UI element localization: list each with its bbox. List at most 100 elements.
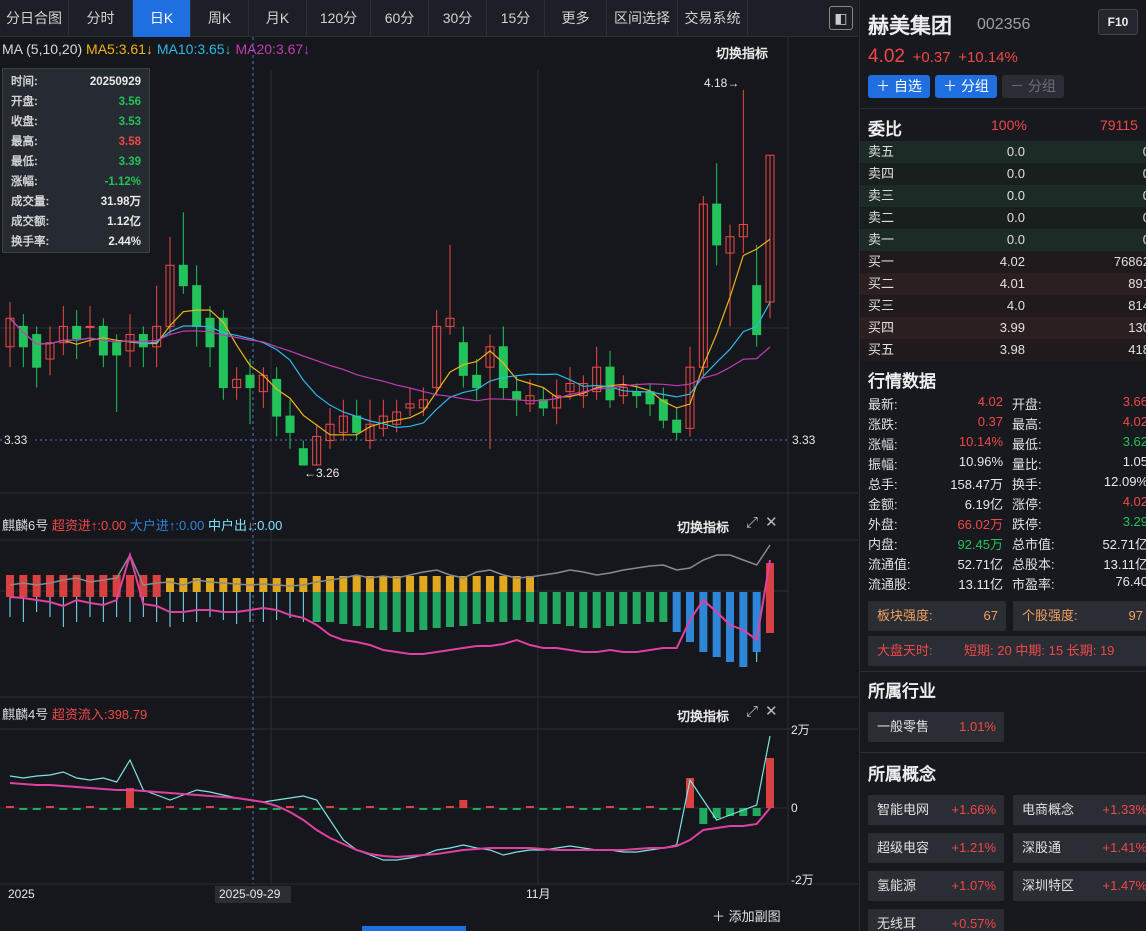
market-key: 总手: [868,477,898,492]
add-favorite-button[interactable]: ＋ 自选 [868,75,930,98]
flow-bar [99,808,108,810]
x-axis-label: 2025-09-29 [219,887,281,901]
tab-2[interactable]: 日K [133,0,191,37]
panel2-switch-indicator-button[interactable]: 切换指标 [677,709,730,724]
large-in-bar [419,576,428,592]
large-in-bar [366,576,374,592]
x-axis-highlight [215,886,291,903]
tab-9[interactable]: 更多 [545,0,607,37]
candle-body [672,419,682,433]
super-in-bar [59,575,68,597]
super-out-bar [459,592,468,626]
mid-term-value: 15 [1048,643,1064,658]
collapse-panel-button[interactable]: ◧ [829,6,853,30]
super-out-bar [419,592,428,630]
outflow-bar [699,808,708,824]
tab-1[interactable]: 分时 [69,0,133,37]
orderbook-price: 4.02 [999,254,1025,269]
tab-6[interactable]: 60分 [371,0,429,37]
candle-body [85,325,95,328]
concept-tag[interactable]: 无线耳 +0.57% [868,909,1004,931]
tooltip-row: 收盘: 3.53 [3,112,149,132]
concept-tag[interactable]: 深股通 +1.41% [1013,833,1146,863]
concept-tag[interactable]: 超级电容 +1.21% [868,833,1004,863]
industry-tag[interactable]: 一般零售 1.01% [868,712,1004,742]
market-key: 流通股: [868,577,911,592]
flow-bar [406,806,414,808]
panel1-close-icon[interactable]: ✕ [765,514,778,531]
panel1-expand-icon[interactable]: ⤢ [746,514,759,531]
super-in-bar [126,575,134,597]
tab-5[interactable]: 120分 [307,0,371,37]
orderbook-level: 卖五 [868,144,895,159]
panel1-name: 麒麟6号 [2,518,49,533]
orderbook-volume: 418 [1128,342,1146,357]
plus-icon: ＋ [943,78,958,94]
flow-bar [326,806,334,808]
market-key: 最新: [868,397,898,412]
tooltip-value: 3.56 [118,96,141,108]
tab-0[interactable]: 分日合图 [0,0,69,37]
tab-7[interactable]: 30分 [429,0,487,37]
market-value: 4.02 [1122,414,1146,429]
concept-name: 电商概念 [1022,802,1075,817]
ma20-line [9,317,771,402]
concept-tag[interactable]: 氢能源 +1.07% [868,871,1004,901]
stock-strength: 个股强度: 97 [1013,601,1146,631]
f10-button[interactable]: F10 [1098,9,1138,35]
sector-strength-value: 67 [983,608,998,623]
group-button[interactable]: ＋ 分组 [935,75,997,98]
concept-tag[interactable]: 电商概念 +1.33% [1013,795,1146,825]
tab-10[interactable]: 区间选择 [607,0,678,37]
flow-bar [499,808,508,810]
tab-3[interactable]: 周K [191,0,249,37]
orderbook-price: 0.0 [1006,166,1025,181]
orderbook-price: 0.0 [1006,210,1025,225]
concept-tag[interactable]: 智能电网 +1.66% [868,795,1004,825]
super-in-bar [32,575,41,597]
candle-body [272,378,282,417]
candle-body [458,342,468,376]
flow-bar [512,808,521,810]
concept-tag[interactable]: 深圳特区 +1.47% [1013,871,1146,901]
panel2-expand-icon[interactable]: ⤢ [746,703,759,720]
tooltip-value: 3.39 [118,156,141,168]
add-subchart-button[interactable]: ＋ 添加副图 [712,906,781,925]
market-value: 4.02 [977,394,1003,409]
price-level-right: 3.33 [792,433,816,447]
quote-panel: 赫美集团 002356 F10 4.02 +0.37 +10.14% ＋ 自选 … [859,0,1146,931]
main-switch-indicator-button[interactable]: 切换指标 [716,46,769,61]
super-in-bar [6,575,14,597]
panel1-switch-indicator-button[interactable]: 切换指标 [677,520,730,535]
flow-bar [299,808,308,810]
flow-bar [392,808,401,810]
candle-body [418,399,428,409]
super-in-bar [46,575,54,597]
large-in-bar [526,576,534,592]
super-out-bar [592,592,601,628]
flow-bar [312,808,321,810]
scroll-thumb[interactable] [362,926,466,931]
panel2-close-icon[interactable]: ✕ [765,703,778,720]
orderbook-volume: 0 [1143,185,1146,207]
candle-body [138,334,148,348]
orderbook-volume: 76862 [1113,254,1146,269]
large-out-bar [699,592,708,652]
candle-body [32,334,42,368]
flow-bar [419,808,428,810]
minus-icon: － [1010,78,1025,94]
super-out-bar [526,592,534,622]
flow-bar [6,806,14,808]
super-out-bar [472,592,481,624]
ungroup-button[interactable]: － 分组 [1002,75,1064,98]
large-in-bar [312,576,321,592]
axis-label-top: 2万 [791,723,810,737]
super-out-bar [312,592,321,622]
tab-4[interactable]: 月K [249,0,307,37]
flow-bar [606,806,614,808]
candle-body [352,415,362,433]
tab-8[interactable]: 15分 [487,0,545,37]
tab-11[interactable]: 交易系统 [678,0,748,37]
flow-bar [112,808,121,810]
